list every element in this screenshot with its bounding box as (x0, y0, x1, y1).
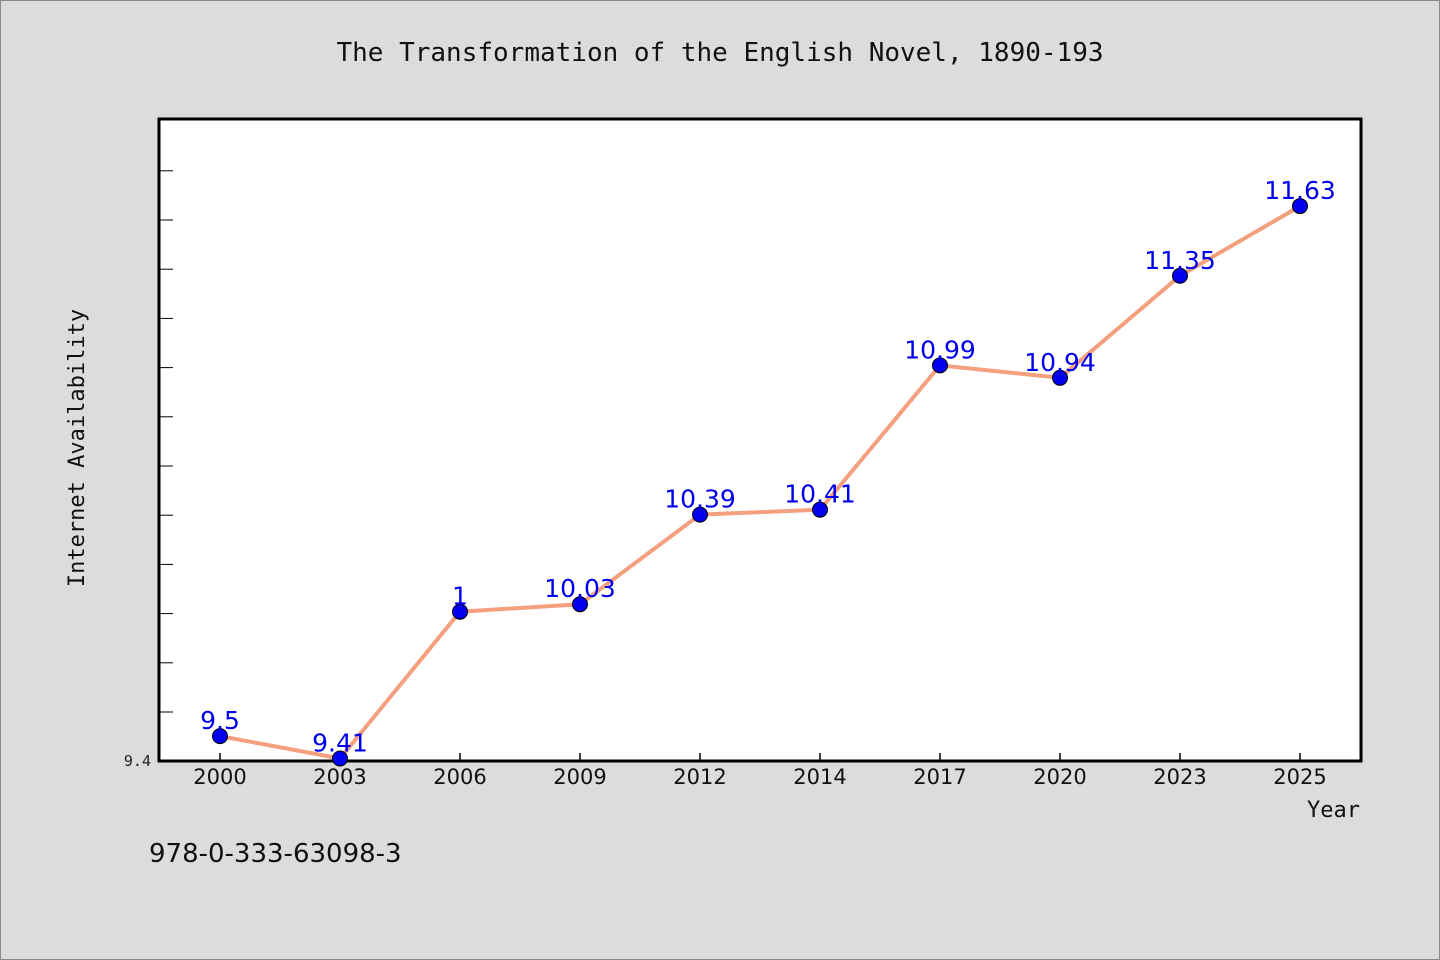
x-tick-label: 2025 (1273, 765, 1326, 789)
x-tick-label: 2009 (553, 765, 606, 789)
data-point (1052, 369, 1068, 386)
data-point (212, 728, 228, 745)
y-axis-title: Internet Availability (65, 309, 90, 587)
data-label: 10.41 (784, 480, 856, 509)
data-label: 10.99 (904, 335, 976, 364)
x-tick-label: 2000 (193, 765, 246, 789)
data-point (572, 596, 588, 613)
x-axis-ticks: 2000 2003 2006 2009 2012 2014 2017 2020 2023 2025 (193, 753, 1327, 789)
data-label: 11.63 (1264, 176, 1336, 205)
x-tick-label: 2006 (433, 765, 486, 789)
data-labels-group: 9.5 9.41 1 10.03 10.39 10.41 10.99 10.94 11.35 11… (200, 176, 1336, 757)
x-axis-title: Year (1307, 798, 1360, 823)
data-point (692, 506, 708, 523)
x-tick-label: 2017 (913, 765, 966, 789)
data-point (812, 501, 828, 518)
x-tick-label: 2012 (673, 765, 726, 789)
x-tick-label: 2020 (1033, 765, 1086, 789)
data-point (1292, 198, 1308, 215)
data-label: 10.94 (1024, 348, 1096, 377)
series-line-group (212, 198, 1308, 767)
data-label: 1 (452, 582, 468, 611)
x-tick-label: 2003 (313, 765, 366, 789)
data-label: 9.5 (200, 706, 240, 735)
data-label: 11.35 (1144, 246, 1216, 275)
series-line (219, 204, 1302, 761)
data-point (332, 750, 348, 767)
y-tick-label: 9.4 (124, 752, 151, 770)
data-point (932, 357, 948, 374)
data-label: 10.03 (544, 574, 616, 603)
data-point (1172, 267, 1188, 284)
y-axis-ticks (159, 170, 173, 713)
plot-area (157, 117, 1363, 763)
data-point (452, 603, 468, 620)
data-label: 10.39 (664, 485, 736, 514)
x-tick-label: 2014 (793, 765, 846, 789)
data-label: 9.41 (312, 729, 368, 758)
chart-title: The Transformation of the English Novel,… (336, 38, 1103, 68)
isbn-footer: 978-0-333-63098-3 (149, 839, 402, 869)
x-tick-label: 2023 (1153, 765, 1206, 789)
